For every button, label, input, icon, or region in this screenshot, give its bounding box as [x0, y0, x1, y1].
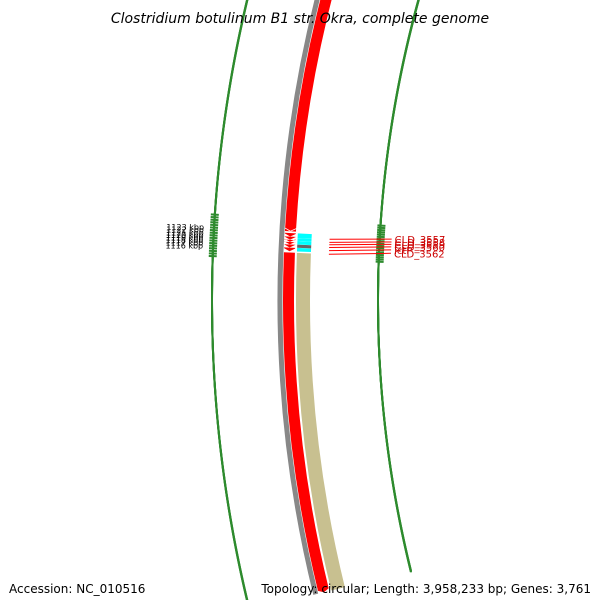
kbp-label: 1119 kbp — [166, 233, 204, 242]
cds-arrow — [284, 244, 296, 248]
outer-tick-ring — [375, 0, 420, 573]
gene-label-group: CLD_3562lctPCLD_3560CLD_3559CLD_3558CLD_… — [328, 235, 446, 260]
genome-backbone — [277, 0, 320, 595]
cds-block — [297, 233, 312, 239]
cds-arrow — [284, 232, 296, 237]
kbp-label: 1116 kbp — [165, 241, 203, 250]
gene-leader-line — [329, 249, 392, 252]
cds-block — [296, 247, 312, 253]
cds-arrow — [285, 0, 332, 231]
gene-label: CLD_3558 — [395, 238, 446, 249]
kbp-label: 1117 kbp — [166, 239, 204, 248]
feature-track — [282, 0, 345, 593]
accession-text: Accession: NC_010516 — [9, 582, 146, 596]
inner-tick-ring — [208, 0, 249, 600]
kbp-label: 1120 kbp — [166, 231, 204, 240]
cds-block — [297, 238, 312, 242]
gene-leader-line — [329, 246, 392, 249]
cds-arrow — [282, 252, 329, 593]
kbp-label: 1118 kbp — [166, 236, 204, 245]
cds-arrow — [284, 236, 296, 240]
map-title: Clostridium botulinum B1 str. Okra, comp… — [111, 11, 489, 27]
cds-arrow — [284, 241, 296, 245]
gene-label: lctP — [394, 246, 412, 257]
kbp-label: 1121 kbp — [166, 228, 204, 237]
cds-arrow — [284, 247, 296, 252]
cds-arrow — [284, 238, 296, 242]
gene-label: CLD_3557 — [395, 235, 446, 246]
cds-arrow — [284, 228, 297, 232]
topology-text: Topology: circular; Length: 3,958,233 bp… — [261, 582, 591, 596]
misc-feature-block — [296, 252, 345, 591]
gene-leader-line — [328, 252, 391, 255]
cds-block — [297, 241, 312, 246]
gene-label: CLD_3560 — [394, 243, 445, 254]
gene-label: CLD_3559 — [394, 240, 445, 251]
misc-feature-block — [297, 244, 312, 249]
kbp-label: 1123 kbp — [166, 223, 204, 232]
gene-label: CLD_3562 — [394, 249, 445, 260]
kbp-label: 1122 kbp — [166, 226, 204, 235]
